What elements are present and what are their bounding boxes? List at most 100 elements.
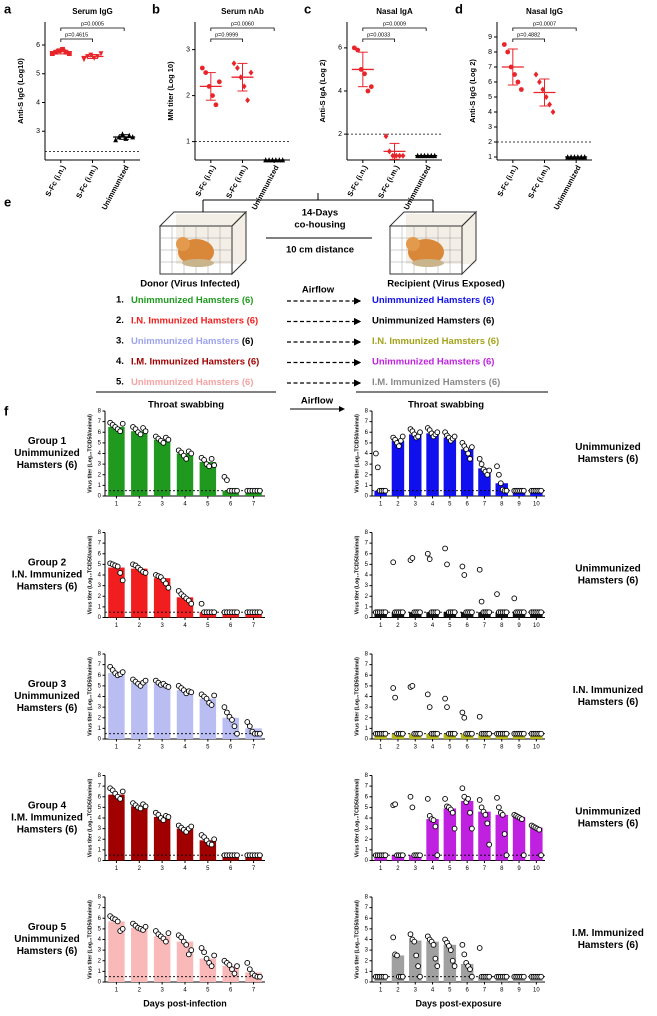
data-point	[501, 42, 507, 47]
data-point	[550, 109, 556, 115]
panel-label: c	[304, 1, 311, 16]
data-point	[520, 609, 527, 616]
data-point	[257, 730, 263, 737]
data-point	[494, 591, 500, 597]
y-axis-label: MN titer (Log 10)	[166, 61, 175, 121]
y-tick-label: 7	[365, 784, 369, 790]
swabbing-label: Throat swabbing	[408, 400, 484, 411]
data-point	[520, 973, 527, 980]
data-point	[211, 836, 217, 843]
y-tick-label: 8	[98, 530, 102, 536]
data-point	[257, 487, 263, 494]
y-tick-label: 5	[365, 683, 369, 689]
x-tick-label: 4	[183, 502, 187, 508]
y-tick-label: 6	[365, 794, 369, 800]
error-bar	[205, 72, 216, 101]
data-point	[208, 455, 215, 462]
y-tick-label: 9	[488, 34, 492, 41]
data-point	[394, 952, 400, 959]
y-tick-label: 3	[98, 583, 102, 589]
data-point	[469, 825, 475, 832]
data-point	[142, 923, 149, 930]
left-group: Unimmunized Hamsters (6)	[131, 336, 254, 347]
significance-bracket	[512, 27, 577, 31]
y-tick-label: 6	[98, 551, 102, 557]
error-bar	[539, 78, 550, 107]
data-point	[188, 823, 195, 830]
x-tick-label: 4	[431, 745, 435, 751]
data-point	[231, 60, 237, 67]
left-group: I.M. Immunized Hamsters (6)	[131, 356, 259, 367]
y-tick-label: 7	[98, 662, 102, 668]
y-tick-label: 4	[98, 694, 102, 700]
data-point	[355, 47, 361, 53]
data-point	[459, 709, 466, 716]
y-tick-label: 4	[488, 109, 492, 116]
data-point	[246, 723, 253, 730]
data-point	[538, 609, 544, 616]
x-tick-label: 8	[500, 866, 504, 872]
data-point	[198, 945, 205, 951]
data-point	[257, 852, 263, 859]
data-point	[373, 450, 379, 457]
group-label: Unimmunized	[575, 807, 641, 818]
data-point	[434, 852, 441, 859]
bar	[443, 808, 457, 861]
y-tick-label: 1	[98, 604, 102, 610]
y-tick-label: 8	[488, 49, 492, 56]
data-point	[520, 487, 527, 494]
x-tick-label: 2	[396, 866, 400, 872]
x-tick-label: S-Fc (i.n.)	[43, 163, 67, 198]
y-axis-label: Virus titer (Log₁₀TCID50/animal)	[354, 535, 360, 614]
x-tick-label: 6	[465, 988, 469, 994]
y-tick-label: 8	[98, 409, 102, 415]
data-point	[484, 820, 491, 827]
data-point	[465, 796, 471, 802]
data-point	[211, 462, 217, 469]
chart-title: Serum IgG	[72, 7, 112, 16]
data-point	[399, 973, 406, 980]
x-tick-label: 4	[183, 745, 187, 751]
y-tick-label: 2	[365, 594, 369, 600]
y-tick-label: 6	[98, 916, 102, 922]
data-point	[382, 852, 389, 859]
y-tick-label: 1	[488, 154, 492, 161]
data-point	[163, 938, 169, 945]
data-point	[486, 609, 493, 616]
data-point	[119, 669, 126, 675]
airflow-label: Airflow	[301, 396, 334, 407]
bar	[443, 944, 457, 982]
data-point	[503, 852, 510, 859]
significance-bracket	[512, 38, 545, 42]
y-tick-label: 8	[365, 409, 369, 415]
data-point	[409, 683, 416, 689]
data-point	[417, 730, 423, 737]
y-tick-label: 3	[365, 705, 369, 711]
error-bar	[119, 134, 130, 140]
data-point	[426, 704, 433, 710]
x-tick-label: 3	[414, 988, 418, 994]
data-point	[413, 952, 420, 959]
panel-label: a	[4, 1, 12, 16]
x-tick-label: 10	[533, 502, 540, 508]
x-tick-label: 6	[229, 623, 233, 629]
data-point	[417, 609, 423, 616]
data-point	[374, 464, 381, 471]
y-axis-label: Virus titer (Log₁₀TCID50/animal)	[87, 900, 93, 979]
data-point	[119, 926, 126, 932]
cohousing-connector	[96, 193, 548, 393]
bar	[443, 437, 457, 496]
y-tick-label: 3	[98, 826, 102, 832]
group-label: Unimmunized	[14, 934, 80, 945]
x-tick-label: 1	[115, 988, 119, 994]
group-label: Hamsters (6)	[17, 825, 78, 836]
data-point	[183, 455, 190, 462]
x-tick-label: 9	[517, 988, 521, 994]
data-point	[208, 963, 215, 969]
data-point	[160, 440, 167, 446]
data-point	[245, 97, 250, 104]
data-point	[499, 811, 506, 818]
y-tick-label: 8	[365, 773, 369, 779]
x-tick-label: 3	[160, 988, 164, 994]
data-point	[142, 677, 149, 684]
